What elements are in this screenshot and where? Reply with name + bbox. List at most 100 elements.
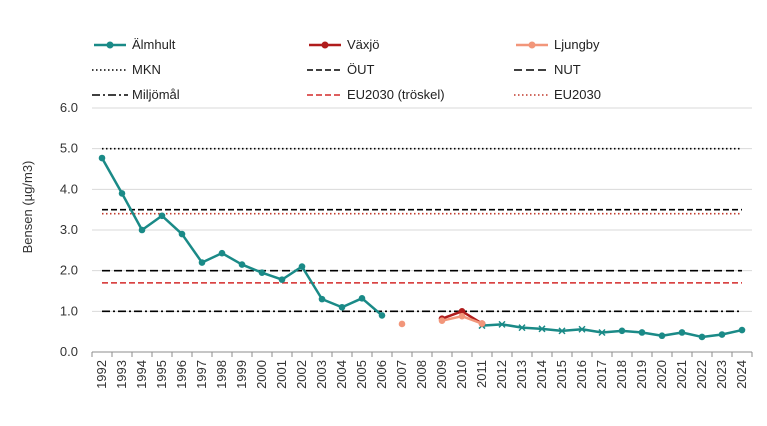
data-point — [198, 259, 206, 266]
data-point — [578, 325, 586, 333]
legend-label: ÖUT — [347, 62, 375, 77]
data-point — [138, 226, 146, 234]
data-point — [478, 320, 486, 327]
data-point — [718, 331, 726, 338]
x-tick-label: 1995 — [154, 360, 169, 389]
data-point — [638, 329, 646, 336]
data-point — [398, 320, 406, 328]
legend-label: Ljungby — [554, 37, 600, 52]
data-point — [238, 261, 246, 268]
series-line — [481, 323, 743, 339]
legend-label: EU2030 (tröskel) — [347, 87, 445, 102]
data-series — [98, 154, 746, 341]
y-tick-label: 1.0 — [60, 303, 78, 318]
gridlines — [92, 107, 752, 353]
x-tick-label: 1993 — [114, 360, 129, 389]
x-tick-label: 2016 — [574, 360, 589, 389]
reference-lines — [102, 147, 742, 313]
legend-swatch — [92, 94, 128, 96]
x-tick-label: 2014 — [534, 360, 549, 389]
legend-swatch-marker — [528, 41, 536, 49]
legend-swatch — [514, 69, 550, 71]
legend-label: MKN — [132, 62, 161, 77]
x-tick-label: 2001 — [274, 360, 289, 389]
x-tick-label: 2013 — [514, 360, 529, 389]
legend-label: NUT — [554, 62, 581, 77]
legend-label: Älmhult — [132, 37, 176, 52]
data-point — [378, 312, 386, 319]
x-tick-label: 2003 — [314, 360, 329, 389]
y-tick-label: 6.0 — [60, 100, 78, 115]
data-point — [738, 326, 746, 334]
data-point — [178, 230, 186, 238]
x-tick-label: 1997 — [194, 360, 209, 389]
y-tick-label: 3.0 — [60, 222, 78, 237]
legend-swatch — [514, 94, 550, 96]
data-point — [258, 269, 266, 277]
data-point — [338, 303, 346, 311]
x-tick-label: 1992 — [94, 360, 109, 389]
x-tick-label: 1998 — [214, 360, 229, 389]
y-tick-label: 0.0 — [60, 344, 78, 359]
legend-label: EU2030 — [554, 87, 601, 102]
y-tick-label: 5.0 — [60, 141, 78, 156]
x-tick-label: 2022 — [694, 360, 709, 389]
x-tick-label: 2005 — [354, 360, 369, 389]
x-tick-label: 2006 — [374, 360, 389, 389]
legend-swatch — [94, 41, 126, 49]
y-tick-label: 2.0 — [60, 263, 78, 278]
data-point — [598, 328, 606, 337]
x-tick-label: 2012 — [494, 360, 509, 389]
data-point — [538, 325, 546, 333]
legend-swatch — [307, 94, 343, 96]
legend-swatch — [309, 41, 341, 49]
data-point — [98, 154, 106, 162]
y-tick-label: 4.0 — [60, 181, 78, 196]
x-tick-label: 2002 — [294, 360, 309, 389]
x-tick-label: 2008 — [414, 360, 429, 389]
data-point — [438, 317, 446, 324]
x-tick-label: 1996 — [174, 360, 189, 389]
legend-swatch-marker — [321, 41, 329, 49]
data-point — [678, 329, 686, 336]
data-point — [358, 295, 366, 302]
x-tick-label: 2000 — [254, 360, 269, 389]
data-point — [498, 320, 506, 328]
x-tick-label: 2007 — [394, 360, 409, 389]
data-point — [298, 263, 306, 270]
x-tick-label: 2004 — [334, 360, 349, 389]
legend-swatch-marker — [106, 41, 114, 49]
x-tick-label: 2009 — [434, 360, 449, 389]
x-tick-label: 2024 — [734, 360, 749, 389]
y-axis-ticks: 0.0 1.0 2.0 3.0 4.0 5.0 6.0 — [60, 100, 78, 359]
data-point — [158, 212, 166, 220]
x-tick-label: 1999 — [234, 360, 249, 389]
series-line — [100, 157, 383, 317]
data-point — [658, 332, 666, 340]
x-tick-label: 2017 — [594, 360, 609, 389]
legend-label: Växjö — [347, 37, 380, 52]
x-tick-label: 2018 — [614, 360, 629, 389]
legend-swatch — [307, 69, 343, 71]
x-tick-label: 2020 — [654, 360, 669, 389]
legend-swatch — [516, 41, 548, 49]
y-axis-label: Bensen (µg/m3) — [20, 161, 35, 254]
data-point — [618, 327, 626, 335]
data-point — [518, 324, 526, 332]
x-tick-label: 2023 — [714, 360, 729, 389]
data-point — [218, 249, 226, 257]
x-tick-label: 2010 — [454, 360, 469, 389]
data-point — [458, 308, 466, 315]
x-tick-label: 2015 — [554, 360, 569, 389]
data-point — [558, 327, 566, 335]
data-point — [118, 190, 126, 197]
legend-swatch — [92, 69, 128, 71]
x-tick-label: 2011 — [474, 360, 489, 388]
x-tick-label: 2021 — [674, 360, 689, 389]
x-axis-ticks: 1992 1993 1994 1995 1996 1997 1998 1999 2000 2001… — [91, 352, 753, 389]
data-point — [278, 276, 286, 283]
x-tick-label: 2019 — [634, 360, 649, 389]
legend-label: Miljömål — [132, 87, 180, 102]
data-point — [318, 295, 326, 303]
